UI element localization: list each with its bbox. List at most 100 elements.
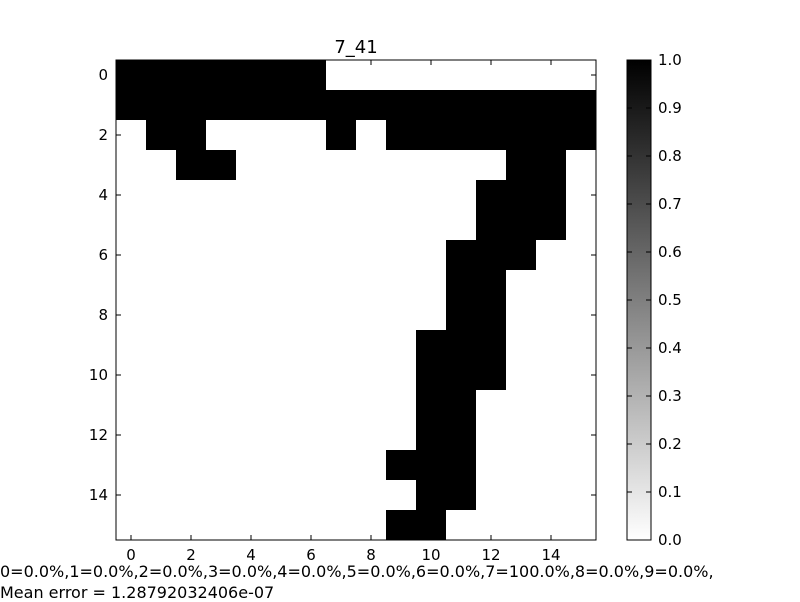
heatmap-cell: [206, 150, 237, 181]
mean-error-caption: Mean error = 1.28792032406e-07: [0, 583, 275, 602]
heatmap-cell: [266, 210, 297, 241]
heatmap-cell: [206, 60, 237, 91]
heatmap-cell: [176, 360, 207, 391]
chart-title: 7_41: [334, 37, 377, 58]
heatmap-cell: [206, 270, 237, 301]
heatmap-cell: [356, 60, 387, 91]
heatmap-cell: [386, 420, 417, 451]
heatmap-cell: [506, 390, 537, 421]
heatmap-cell: [116, 90, 147, 121]
heatmap-axes: 0 2 4 6 8 10 12 14 0 2 4 6 8 10 12 14: [89, 59, 597, 564]
heatmap-cell: [476, 480, 507, 511]
heatmap-cell: [506, 420, 537, 451]
heatmap-cell: [416, 120, 447, 151]
y-tick-label: 2: [98, 126, 108, 144]
heatmap-cell: [326, 360, 357, 391]
heatmap-cell: [296, 210, 327, 241]
x-tick-label: 10: [421, 546, 440, 564]
heatmap-cell: [446, 390, 477, 421]
heatmap-cell: [296, 240, 327, 271]
heatmap-cell: [566, 210, 597, 241]
heatmap-cell: [116, 150, 147, 181]
heatmap-cell: [326, 90, 357, 121]
heatmap-cell: [326, 60, 357, 91]
heatmap-cell: [536, 210, 567, 241]
heatmap-cell: [566, 450, 597, 481]
heatmap-cell: [266, 450, 297, 481]
colorbar: 0.0 0.1 0.2 0.3 0.4 0.5 0.6 0.7 0.8 0.9 1.0: [626, 51, 682, 549]
heatmap-cell: [446, 360, 477, 391]
heatmap-cell: [116, 240, 147, 271]
heatmap-cell: [236, 330, 267, 361]
y-tick-label: 10: [89, 366, 108, 384]
heatmap-cell: [296, 300, 327, 331]
heatmap-cell: [386, 270, 417, 301]
heatmap-cell: [206, 90, 237, 121]
digit-probabilities-caption: 0=0.0%,1=0.0%,2=0.0%,3=0.0%,4=0.0%,5=0.0…: [0, 562, 714, 581]
heatmap-cell: [386, 180, 417, 211]
heatmap-cell: [206, 240, 237, 271]
colorbar-tick-label: 0.8: [658, 147, 682, 165]
heatmap-cell: [146, 330, 177, 361]
heatmap-cell: [506, 330, 537, 361]
x-tick-label: 12: [481, 546, 500, 564]
heatmap-cell: [446, 150, 477, 181]
heatmap-cell: [116, 210, 147, 241]
heatmap-cell: [236, 300, 267, 331]
heatmap-cell: [236, 210, 267, 241]
heatmap-cell: [386, 480, 417, 511]
heatmap-cell: [386, 330, 417, 361]
heatmap-cell: [386, 360, 417, 391]
heatmap-cell: [116, 390, 147, 421]
heatmap-cell: [176, 60, 207, 91]
heatmap-cell: [116, 60, 147, 91]
heatmap-cell: [356, 240, 387, 271]
y-tick-label: 12: [89, 426, 108, 444]
heatmap-cell: [206, 300, 237, 331]
heatmap-cell: [236, 120, 267, 151]
x-tick-label: 6: [306, 546, 316, 564]
heatmap-cell: [416, 270, 447, 301]
heatmap-cell: [476, 150, 507, 181]
heatmap-cell: [566, 90, 597, 121]
heatmap-cell: [176, 90, 207, 121]
heatmap-cell: [566, 270, 597, 301]
heatmap-cell: [326, 330, 357, 361]
heatmap-cell: [356, 270, 387, 301]
heatmap-cell: [506, 300, 537, 331]
heatmap-cell: [176, 180, 207, 211]
colorbar-tick-label: 0.9: [658, 99, 682, 117]
heatmap-cell: [356, 420, 387, 451]
heatmap-cell: [326, 390, 357, 421]
heatmap-cell: [326, 480, 357, 511]
heatmap-cell: [416, 300, 447, 331]
heatmap-cell: [296, 180, 327, 211]
heatmap-cell: [236, 450, 267, 481]
heatmap-cell: [446, 90, 477, 121]
heatmap-cell: [176, 390, 207, 421]
heatmap-cell: [356, 450, 387, 481]
y-tick-label: 14: [89, 486, 108, 504]
heatmap-cell: [416, 360, 447, 391]
heatmap-cell: [266, 90, 297, 121]
colorbar-tick-label: 0.0: [658, 531, 682, 549]
heatmap-cell: [146, 90, 177, 121]
heatmap-cell: [506, 270, 537, 301]
heatmap-cell: [536, 360, 567, 391]
heatmap-cell: [176, 330, 207, 361]
heatmap-cell: [146, 300, 177, 331]
heatmap-cell: [236, 150, 267, 181]
heatmap-cell: [146, 240, 177, 271]
colorbar-tick-label: 0.1: [658, 483, 682, 501]
heatmap-cell: [326, 150, 357, 181]
heatmap-cell: [296, 60, 327, 91]
heatmap-cell: [506, 480, 537, 511]
heatmap-cell: [296, 450, 327, 481]
heatmap-cell: [266, 480, 297, 511]
heatmap-cell: [446, 420, 477, 451]
heatmap-cell: [326, 300, 357, 331]
heatmap-cell: [356, 300, 387, 331]
heatmap-cell: [476, 60, 507, 91]
heatmap-cell: [536, 150, 567, 181]
heatmap-cell: [476, 390, 507, 421]
